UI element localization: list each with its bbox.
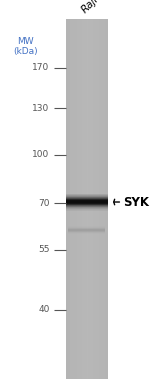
Bar xyxy=(103,19,104,379)
Text: 40: 40 xyxy=(38,305,50,314)
Bar xyxy=(79,19,80,379)
Text: 130: 130 xyxy=(32,104,50,113)
Bar xyxy=(95,19,96,379)
Bar xyxy=(101,19,102,379)
Bar xyxy=(106,19,107,379)
Bar xyxy=(74,19,75,379)
Bar xyxy=(68,19,69,379)
Bar xyxy=(92,19,93,379)
Bar xyxy=(75,19,76,379)
Text: MW
(kDa): MW (kDa) xyxy=(13,37,38,56)
Bar xyxy=(69,19,70,379)
Text: 70: 70 xyxy=(38,199,50,208)
Bar xyxy=(98,19,99,379)
Bar xyxy=(105,19,106,379)
Bar xyxy=(78,19,79,379)
Bar xyxy=(99,19,100,379)
Bar xyxy=(107,19,108,379)
Bar xyxy=(93,19,94,379)
Bar xyxy=(86,19,87,379)
Bar xyxy=(96,19,98,379)
Bar xyxy=(102,19,103,379)
Bar xyxy=(70,19,71,379)
Bar xyxy=(104,19,105,379)
Bar xyxy=(71,19,72,379)
Bar xyxy=(80,19,81,379)
Bar xyxy=(82,19,83,379)
Bar xyxy=(76,19,78,379)
Bar xyxy=(81,19,82,379)
Bar xyxy=(66,19,67,379)
Text: Raji: Raji xyxy=(80,0,101,15)
Bar xyxy=(91,19,92,379)
Bar xyxy=(84,19,85,379)
Bar xyxy=(85,19,86,379)
Text: 170: 170 xyxy=(32,63,50,72)
Text: 55: 55 xyxy=(38,245,50,254)
Text: 100: 100 xyxy=(32,150,50,159)
Bar xyxy=(89,19,90,379)
Bar xyxy=(72,19,73,379)
Bar xyxy=(94,19,95,379)
Bar xyxy=(67,19,68,379)
Bar xyxy=(88,19,89,379)
Bar xyxy=(73,19,74,379)
Text: SYK: SYK xyxy=(123,195,149,209)
Bar xyxy=(100,19,101,379)
Bar xyxy=(66,19,108,379)
Bar xyxy=(90,19,91,379)
Bar xyxy=(87,19,88,379)
Bar xyxy=(83,19,84,379)
